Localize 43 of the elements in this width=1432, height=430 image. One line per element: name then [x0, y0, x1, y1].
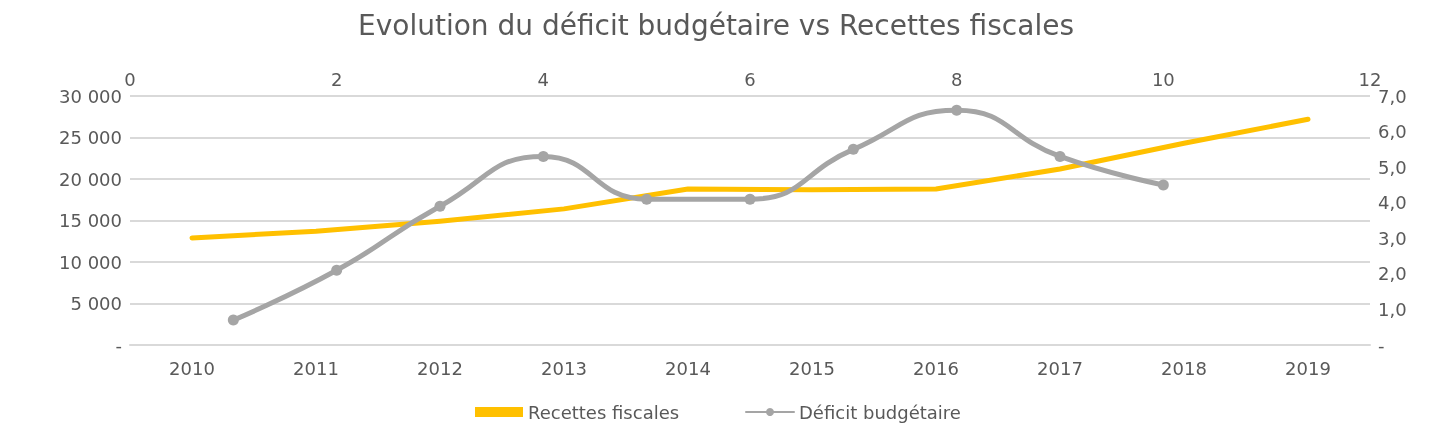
point [537, 150, 549, 162]
x-tick-label: 6 [744, 68, 756, 90]
x-tick-label: 8 [950, 68, 963, 90]
x-tick-label: 10 [1151, 68, 1175, 90]
point [434, 200, 446, 212]
y-tick-label: 2,0 [1378, 263, 1407, 285]
x-tick-label: 2015 [789, 357, 835, 379]
y-tick-label: 6,0 [1378, 121, 1407, 143]
point [641, 193, 653, 205]
point [227, 314, 239, 326]
point [1157, 179, 1169, 191]
y-tick-label: - [1378, 334, 1385, 356]
y-tick-label: - [115, 334, 122, 356]
x-tick-label: 2014 [665, 357, 711, 379]
point [331, 264, 343, 276]
y-tick-label: 1,0 [1378, 298, 1407, 320]
y-tick-label: 10 000 [59, 251, 122, 273]
x-tick-label: 2017 [1037, 357, 1083, 379]
y-tick-label: 5 000 [70, 293, 122, 314]
legend-label: Déficit budgétaire [799, 401, 961, 423]
legend-label: Recettes fiscales [528, 401, 680, 423]
point [1054, 150, 1066, 162]
x-tick-label: 4 [537, 68, 550, 90]
x-tick-label: 2016 [913, 357, 959, 379]
x-tick-label: 0 [124, 68, 136, 90]
y-tick-label: 5,0 [1378, 156, 1407, 178]
y-tick-label: 30 000 [59, 85, 122, 107]
y-tick-label: 4,0 [1378, 192, 1407, 214]
x-tick-label: 2018 [1161, 357, 1207, 379]
y-tick-label: 15 000 [59, 210, 122, 231]
point [744, 193, 756, 205]
x-tick-label: 2011 [293, 357, 339, 379]
y-tick-label: 25 000 [59, 127, 122, 148]
x-tick-label: 2013 [541, 357, 587, 379]
x-tick-label: 2019 [1285, 357, 1331, 379]
x-tick-label: 2012 [417, 357, 463, 379]
chart-title: Evolution du déficit budgétaire vs Recettes fiscales [358, 8, 1074, 42]
x-tick-label: 2 [330, 68, 343, 90]
x-tick-label: 2010 [169, 357, 215, 379]
y-tick-label: 20 000 [59, 168, 122, 190]
point [847, 143, 859, 155]
point [951, 104, 963, 116]
y-tick-label: 3,0 [1378, 227, 1407, 249]
